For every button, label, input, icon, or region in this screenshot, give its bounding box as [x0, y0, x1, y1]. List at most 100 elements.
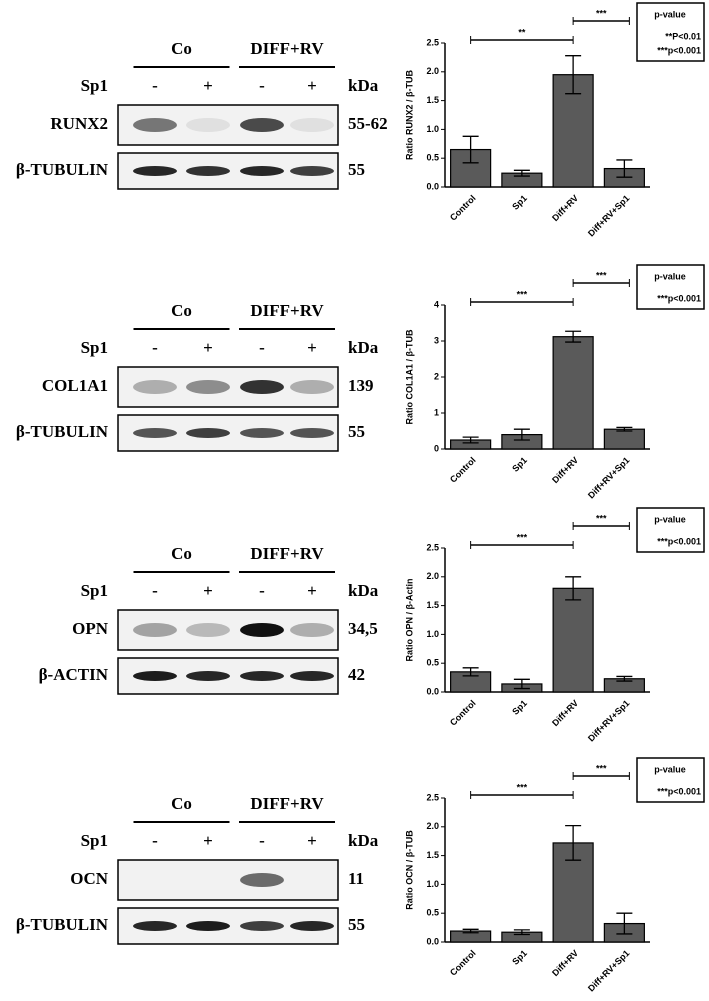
- y-tick-label: 2.5: [426, 792, 439, 802]
- blot-frame: [117, 609, 339, 651]
- band: [186, 428, 230, 438]
- band: [240, 873, 284, 887]
- band: [133, 921, 177, 931]
- treatment-label: Sp1: [81, 581, 108, 600]
- band: [290, 623, 334, 637]
- band-label: COL1A1: [42, 376, 108, 395]
- error-bar: [462, 436, 479, 444]
- band-label: β-TUBULIN: [16, 915, 109, 934]
- band-kda: 55: [348, 160, 365, 179]
- x-tick-label: Control: [448, 948, 478, 978]
- band-label: β-TUBULIN: [16, 422, 109, 441]
- unit: kDa: [348, 581, 379, 600]
- y-tick-label: 2: [434, 371, 439, 381]
- y-tick-label: 0.0: [426, 686, 439, 696]
- y-tick-label: 0.0: [426, 181, 439, 191]
- x-tick-label: Control: [448, 455, 478, 485]
- band: [290, 671, 334, 681]
- y-tick-label: 2.5: [426, 542, 439, 552]
- bar: [603, 428, 645, 450]
- band-kda: 139: [348, 376, 374, 395]
- error-bar: [565, 824, 582, 861]
- band: [240, 166, 284, 176]
- band: [290, 166, 334, 176]
- legend-line: ***p<0.001: [657, 786, 701, 796]
- error-bar: [513, 428, 530, 441]
- group-label: DIFF+RV: [250, 544, 324, 563]
- sign: +: [203, 76, 213, 95]
- legend-title: p-value: [654, 271, 686, 281]
- band: [133, 428, 177, 438]
- band-kda: 42: [348, 665, 365, 684]
- error-bar: [616, 426, 633, 432]
- sign: -: [259, 76, 265, 95]
- y-tick-label: 4: [434, 299, 439, 309]
- legend-box: [636, 2, 705, 62]
- error-bar: [565, 330, 582, 343]
- band: [133, 118, 177, 132]
- y-tick-label: 0.5: [426, 908, 439, 918]
- legend-box: [636, 264, 705, 310]
- sig-label: ***: [596, 513, 607, 523]
- y-axis-label: Ratio COL1A1 / β-TUB: [404, 329, 414, 424]
- bar: [552, 336, 594, 450]
- x-tick-label: Diff+RV: [550, 193, 580, 223]
- sig-label: ***: [596, 763, 607, 773]
- x-tick-label: Control: [448, 193, 478, 223]
- group-label: Co: [171, 794, 192, 813]
- y-axis-label: Ratio OPN / β-Actin: [404, 579, 414, 662]
- y-tick-label: 1.0: [426, 879, 439, 889]
- band-label: RUNX2: [50, 114, 108, 133]
- sign: -: [152, 338, 158, 357]
- y-tick-label: 1: [434, 407, 439, 417]
- error-bar: [565, 576, 582, 601]
- band-label: OPN: [72, 619, 109, 638]
- error-bar: [616, 159, 633, 178]
- group-label: DIFF+RV: [250, 39, 324, 58]
- band: [240, 671, 284, 681]
- y-axis-label: Ratio OCN / β-TUB: [404, 830, 414, 910]
- band: [133, 671, 177, 681]
- error-bar: [616, 912, 633, 935]
- band: [240, 380, 284, 394]
- band-label: β-TUBULIN: [16, 160, 109, 179]
- sig-label: **: [518, 27, 526, 37]
- error-bar: [616, 675, 633, 682]
- band: [186, 166, 230, 176]
- y-tick-label: 1.5: [426, 850, 439, 860]
- error-bar: [513, 169, 530, 177]
- legend-line: ***p<0.001: [657, 45, 701, 55]
- y-tick-label: 0: [434, 443, 439, 453]
- y-tick-label: 1.5: [426, 95, 439, 105]
- sign: -: [259, 831, 265, 850]
- group-label: Co: [171, 544, 192, 563]
- band: [133, 380, 177, 394]
- band: [186, 921, 230, 931]
- group-label: Co: [171, 39, 192, 58]
- x-tick-label: Diff+RV+Sp1: [586, 948, 632, 994]
- unit: kDa: [348, 76, 379, 95]
- x-tick-label: Sp1: [510, 455, 529, 474]
- band: [290, 118, 334, 132]
- y-tick-label: 2.5: [426, 37, 439, 47]
- sig-label: ***: [517, 782, 528, 792]
- sig-label: ***: [517, 289, 528, 299]
- legend-title: p-value: [654, 514, 686, 524]
- bar: [552, 587, 594, 693]
- blot-frame: [117, 366, 339, 408]
- band: [186, 671, 230, 681]
- band-kda: 55: [348, 422, 365, 441]
- band: [133, 623, 177, 637]
- treatment-label: Sp1: [81, 76, 108, 95]
- error-bar: [462, 135, 479, 164]
- legend-title: p-value: [654, 9, 686, 19]
- legend-line: **P<0.01: [665, 31, 701, 41]
- group-label: DIFF+RV: [250, 794, 324, 813]
- legend-box: [636, 757, 705, 803]
- sign: -: [152, 831, 158, 850]
- sig-label: ***: [596, 8, 607, 18]
- legend-line: ***p<0.001: [657, 293, 701, 303]
- group-label: Co: [171, 301, 192, 320]
- x-tick-label: Diff+RV: [550, 455, 580, 485]
- sign: +: [203, 338, 213, 357]
